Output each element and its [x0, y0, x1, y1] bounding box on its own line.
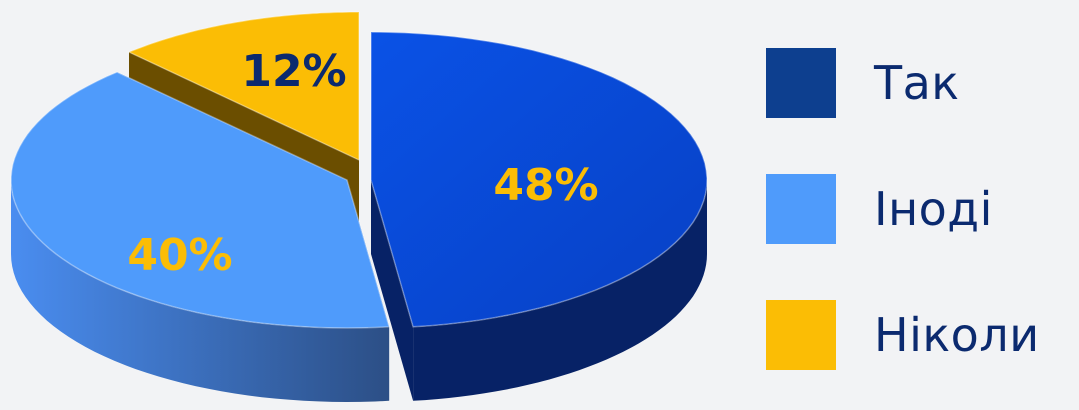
pie-chart: 48% 40% 12%	[10, 11, 708, 402]
data-label-0: 48%	[493, 160, 598, 211]
legend-label-inodi: Іноді	[874, 182, 993, 236]
data-label-2: 12%	[241, 46, 346, 97]
legend-item-tak: Так	[766, 48, 1076, 118]
pie-slice-top	[10, 71, 391, 329]
pie-slice-0	[370, 31, 708, 401]
pie-slice-top	[370, 31, 708, 328]
legend-swatch-tak	[766, 48, 836, 118]
legend-swatch-inodi	[766, 174, 836, 244]
pie-slice-1	[10, 71, 391, 402]
legend-item-nikoly: Ніколи	[766, 300, 1076, 370]
pie-slice-side	[413, 180, 707, 401]
legend-label-tak: Так	[874, 56, 960, 110]
legend-item-inodi: Іноді	[766, 174, 1076, 244]
data-label-1: 40%	[127, 230, 232, 281]
pie-slice-wall	[371, 180, 414, 401]
pie-slice-side	[11, 180, 390, 402]
legend-label-nikoly: Ніколи	[874, 308, 1040, 362]
legend: Так Іноді Ніколи	[766, 48, 1076, 370]
legend-swatch-nikoly	[766, 300, 836, 370]
pie-slice-top	[127, 11, 360, 162]
